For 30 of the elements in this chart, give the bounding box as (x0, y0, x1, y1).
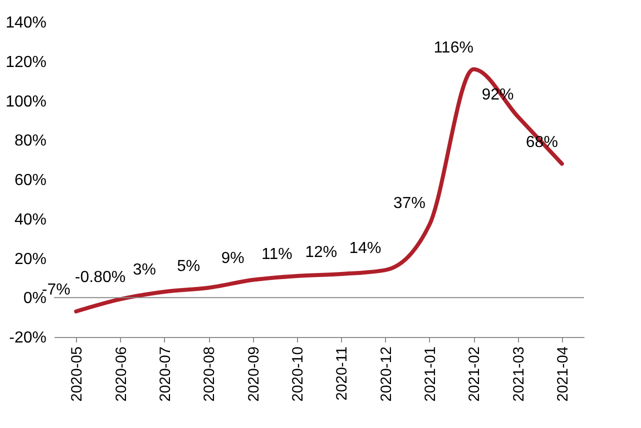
data-label: -0.80% (74, 269, 126, 286)
x-tick-label: 2020-12 (378, 346, 395, 402)
line-series (74, 67, 564, 314)
x-tick-label: 2020-11 (334, 346, 351, 400)
data-label: 12% (305, 244, 338, 261)
x-tick-label: 2020-06 (112, 346, 130, 402)
data-label: 5% (177, 258, 200, 275)
x-tick-label: 2020-05 (68, 346, 86, 402)
y-tick-label: 100% (6, 93, 46, 110)
x-tick-label: 2021-04 (554, 346, 572, 402)
data-label: 9% (221, 250, 244, 267)
x-tick-label: 2021-02 (466, 346, 484, 402)
x-tick-label: 2020-09 (245, 346, 262, 402)
data-label: 11% (261, 246, 292, 263)
x-tick-label: 2020-10 (289, 346, 306, 402)
x-tick-label: 2021-03 (510, 346, 528, 402)
x-tick-label: 2021-01 (422, 346, 439, 402)
x-tick-label: 2020-08 (201, 346, 218, 402)
data-label: 3% (132, 262, 156, 279)
y-tick-label: 120% (6, 54, 46, 71)
y-tick-label: 40% (14, 211, 46, 228)
y-tick-label: 80% (14, 132, 46, 150)
y-tick-label: 60% (14, 172, 46, 189)
y-tick-label: 140% (6, 14, 46, 32)
data-label: 37% (393, 194, 426, 212)
y-tick-label: -20% (9, 330, 46, 346)
data-label: 116% (434, 39, 474, 56)
x-tick-label: 2020-07 (156, 346, 174, 402)
y-tick-label: 20% (14, 250, 46, 268)
data-label: 14% (349, 240, 382, 258)
